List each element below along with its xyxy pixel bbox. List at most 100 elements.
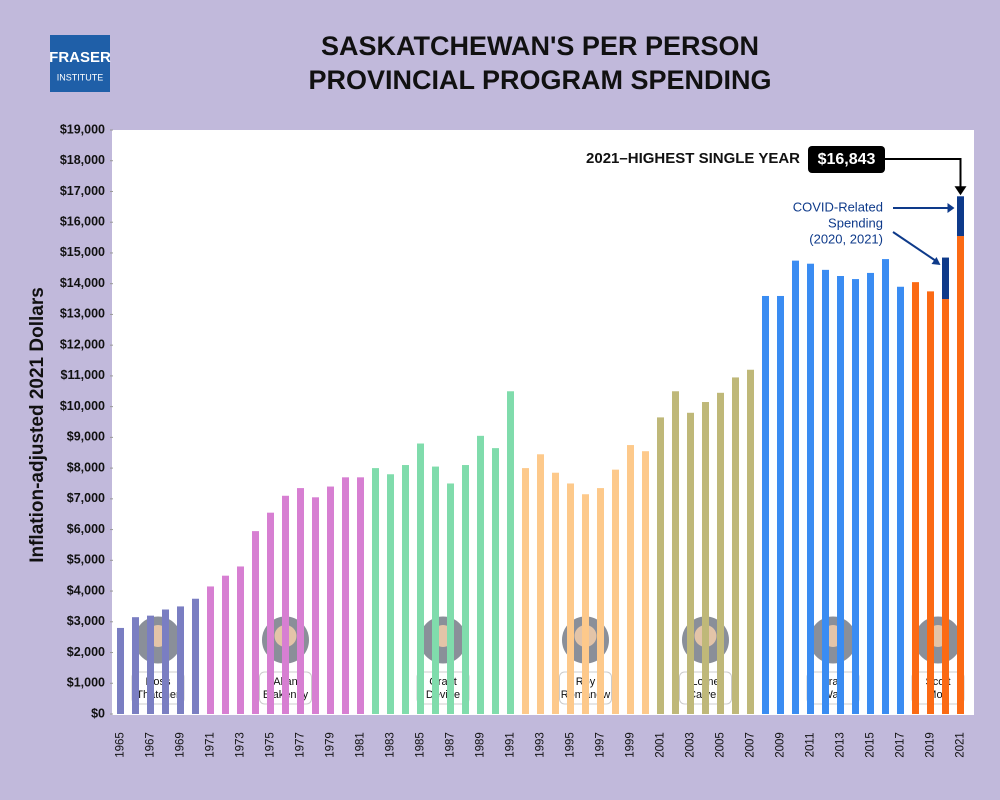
annotation-value: $16,843 [818, 151, 876, 168]
covid-bar [942, 257, 949, 300]
y-axis-label: Inflation-adjusted 2021 Dollars [27, 287, 48, 563]
bar [852, 279, 859, 714]
chart-title: PROVINCIAL PROGRAM SPENDING [308, 65, 771, 95]
bar [462, 465, 469, 714]
annotation-arrow [885, 158, 962, 189]
covid-annotation: (2020, 2021) [809, 231, 883, 246]
bar [912, 282, 919, 714]
premier-name: Devine [426, 689, 460, 701]
covid-annotation: Spending [828, 215, 883, 230]
x-tick-label: 1991 [505, 732, 517, 758]
bar [747, 369, 754, 714]
y-tick-label: $19,000 [60, 122, 105, 136]
x-tick-label: 2003 [685, 732, 697, 758]
logo-box [50, 35, 110, 92]
y-tick-label: $17,000 [60, 184, 105, 198]
bar [807, 263, 814, 714]
bar [402, 465, 409, 714]
bar [537, 454, 544, 714]
y-tick-label: $18,000 [60, 153, 105, 167]
x-tick-label: 1967 [145, 732, 157, 758]
bar [957, 236, 964, 714]
x-tick-label: 1971 [205, 732, 217, 758]
y-tick-label: $4,000 [67, 583, 105, 597]
covid-arrow [892, 231, 939, 263]
bar [372, 468, 379, 714]
bar [867, 272, 874, 714]
logo-text: INSTITUTE [57, 72, 104, 82]
x-tick-label: 1979 [325, 732, 337, 758]
chart-title: SASKATCHEWAN'S PER PERSON [321, 31, 759, 61]
bar [777, 295, 784, 714]
x-tick-label: 2015 [865, 732, 877, 758]
bar [192, 598, 199, 714]
x-tick-label: 1981 [355, 732, 367, 758]
y-tick-label: $13,000 [60, 307, 105, 321]
y-tick-label: $11,000 [61, 368, 106, 382]
y-tick-label: $1,000 [67, 676, 105, 690]
bar [147, 615, 154, 714]
y-tick-label: $12,000 [60, 337, 105, 351]
bar [882, 259, 889, 714]
bar [762, 295, 769, 714]
bar [162, 609, 169, 714]
x-tick-label: 1969 [175, 732, 187, 758]
bar [552, 472, 559, 714]
annotation: 2021–HIGHEST SINGLE YEAR [586, 150, 800, 167]
bar [567, 483, 574, 714]
bar [132, 617, 139, 714]
bar [687, 412, 694, 714]
bar [327, 486, 334, 714]
y-tick-label: $8,000 [67, 460, 105, 474]
x-tick-label: 2007 [745, 732, 757, 758]
bar [942, 299, 949, 714]
y-tick-label: $7,000 [67, 491, 105, 505]
bar [357, 477, 364, 714]
bar [492, 448, 499, 714]
bar [507, 391, 514, 714]
bar [477, 435, 484, 714]
bar [927, 291, 934, 714]
bar [822, 269, 829, 714]
covid-annotation: COVID-Related [793, 199, 883, 214]
x-tick-label: 1999 [625, 732, 637, 758]
x-tick-label: 1977 [295, 732, 307, 758]
bar [897, 286, 904, 714]
bar [432, 466, 439, 714]
x-tick-label: 1965 [115, 732, 127, 758]
bar [222, 575, 229, 714]
bar [282, 495, 289, 714]
x-tick-label: 2005 [715, 732, 727, 758]
bar [417, 443, 424, 714]
bar [717, 392, 724, 714]
x-tick-label: 1995 [565, 732, 577, 758]
x-tick-label: 2013 [835, 732, 847, 758]
bar [312, 497, 319, 714]
bar [297, 488, 304, 714]
x-tick-label: 2021 [955, 732, 967, 758]
covid-bar [957, 196, 964, 237]
y-tick-label: $9,000 [67, 430, 105, 444]
y-tick-label: $0 [91, 706, 105, 720]
annotation-box [808, 146, 885, 173]
covid-arrowhead [931, 257, 941, 265]
bar [342, 477, 349, 714]
bar [237, 566, 244, 714]
x-tick-label: 1983 [385, 732, 397, 758]
y-tick-label: $5,000 [67, 553, 105, 567]
y-tick-label: $6,000 [67, 522, 105, 536]
y-tick-label: $16,000 [60, 215, 105, 229]
premier-name: Thatcher [136, 689, 180, 701]
bar [792, 260, 799, 714]
bar [177, 606, 184, 714]
bar [522, 468, 529, 714]
bar [267, 512, 274, 714]
y-tick-label: $14,000 [60, 276, 105, 290]
bar [672, 391, 679, 714]
annotation-arrowhead [954, 186, 967, 196]
bar [627, 445, 634, 714]
bar [732, 377, 739, 714]
covid-arrowhead [947, 203, 955, 213]
bar [612, 469, 619, 714]
x-tick-label: 1973 [235, 732, 247, 758]
